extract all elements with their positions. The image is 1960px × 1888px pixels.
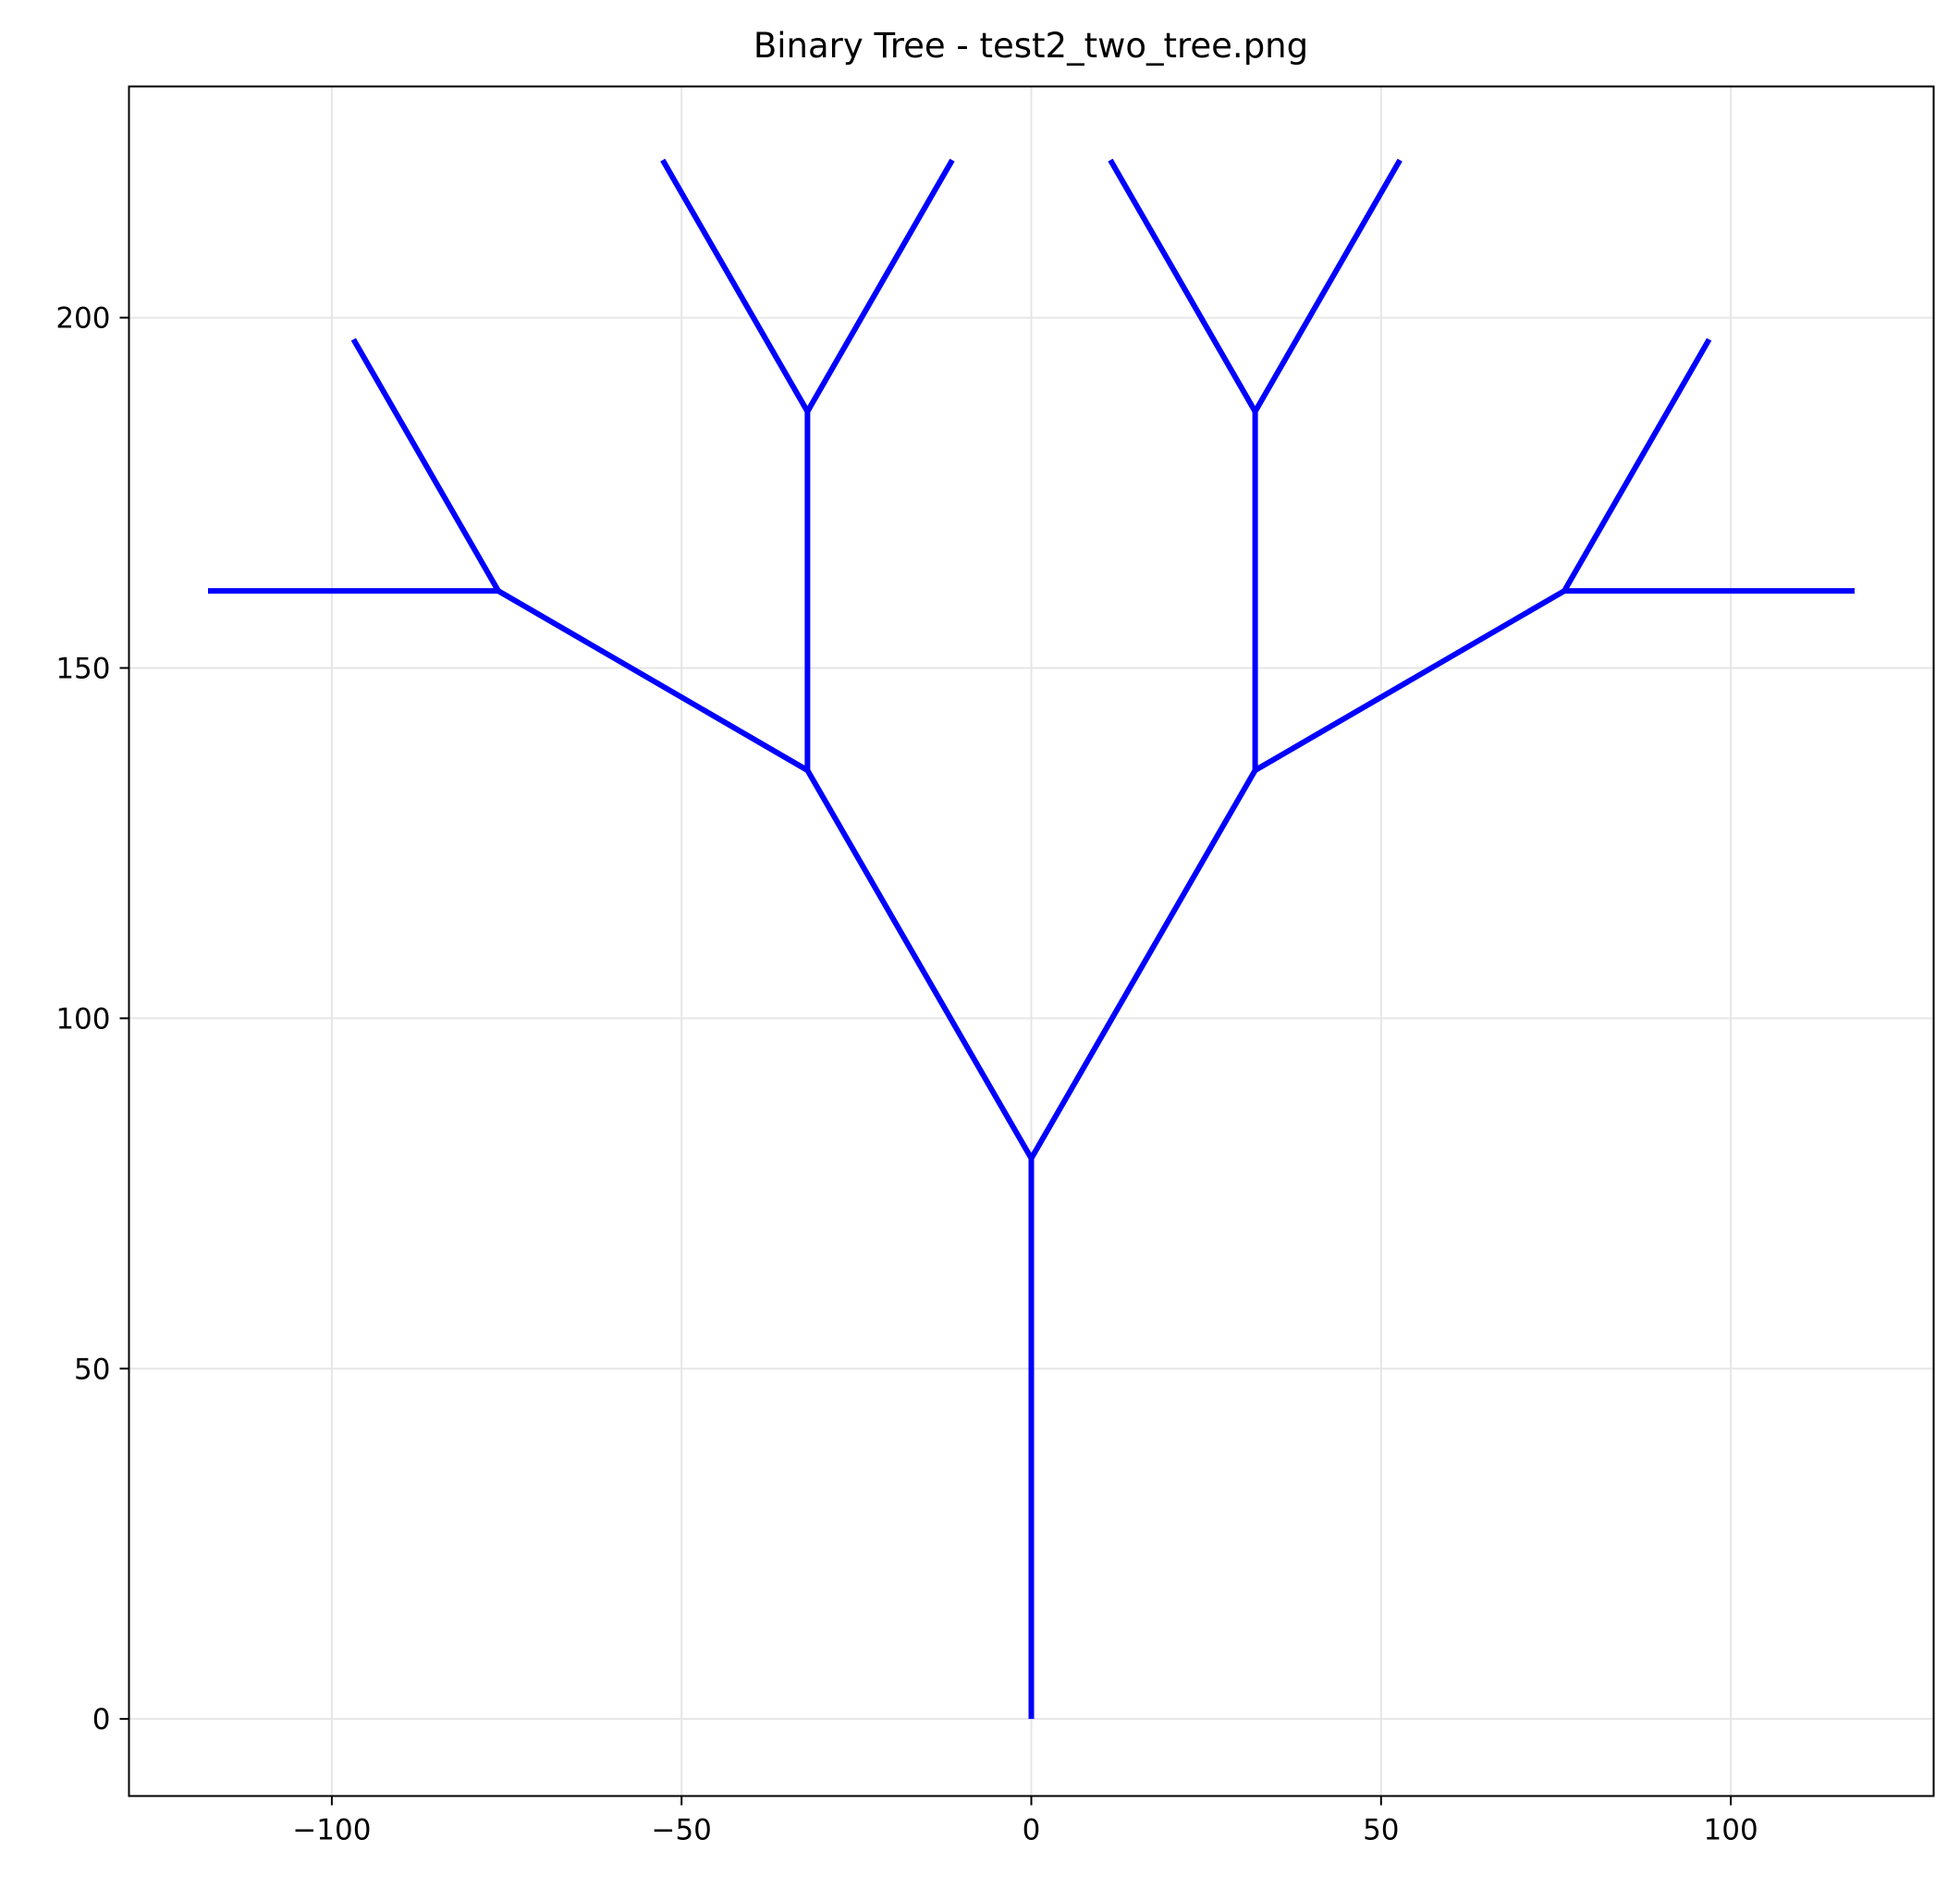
x-tick-label: −50 — [651, 1814, 711, 1847]
tree-branch-segment — [804, 768, 1035, 1160]
y-tick-label: 200 — [55, 302, 110, 336]
x-axis: −100 −50 0 50 100 — [292, 1796, 1758, 1847]
y-tick-label: 0 — [92, 1703, 111, 1736]
tree-branch-segment — [350, 337, 501, 593]
x-tick-label: 50 — [1363, 1814, 1399, 1847]
y-tick-label: 150 — [55, 652, 110, 685]
tree-branch-segment — [496, 588, 809, 773]
x-tick-label: −100 — [292, 1814, 371, 1847]
tree-branch-segment — [1562, 337, 1712, 593]
tree-branch-segment — [1028, 768, 1258, 1160]
y-tick-label: 100 — [55, 1002, 110, 1036]
tree-series — [207, 158, 1856, 1720]
tree-branch-segment — [1254, 588, 1566, 773]
tree-branch-segment — [660, 158, 810, 413]
chart-title: Binary Tree - test2_two_tree.png — [753, 26, 1308, 66]
x-tick-label: 100 — [1704, 1814, 1758, 1847]
y-axis: 0 50 100 150 200 — [55, 302, 129, 1736]
x-tick-label: 0 — [1023, 1814, 1041, 1847]
tree-branch-segment — [804, 158, 955, 413]
tree-branch-segment — [1108, 158, 1258, 413]
y-tick-label: 50 — [74, 1353, 110, 1386]
tree-branch-segment — [1253, 158, 1403, 413]
